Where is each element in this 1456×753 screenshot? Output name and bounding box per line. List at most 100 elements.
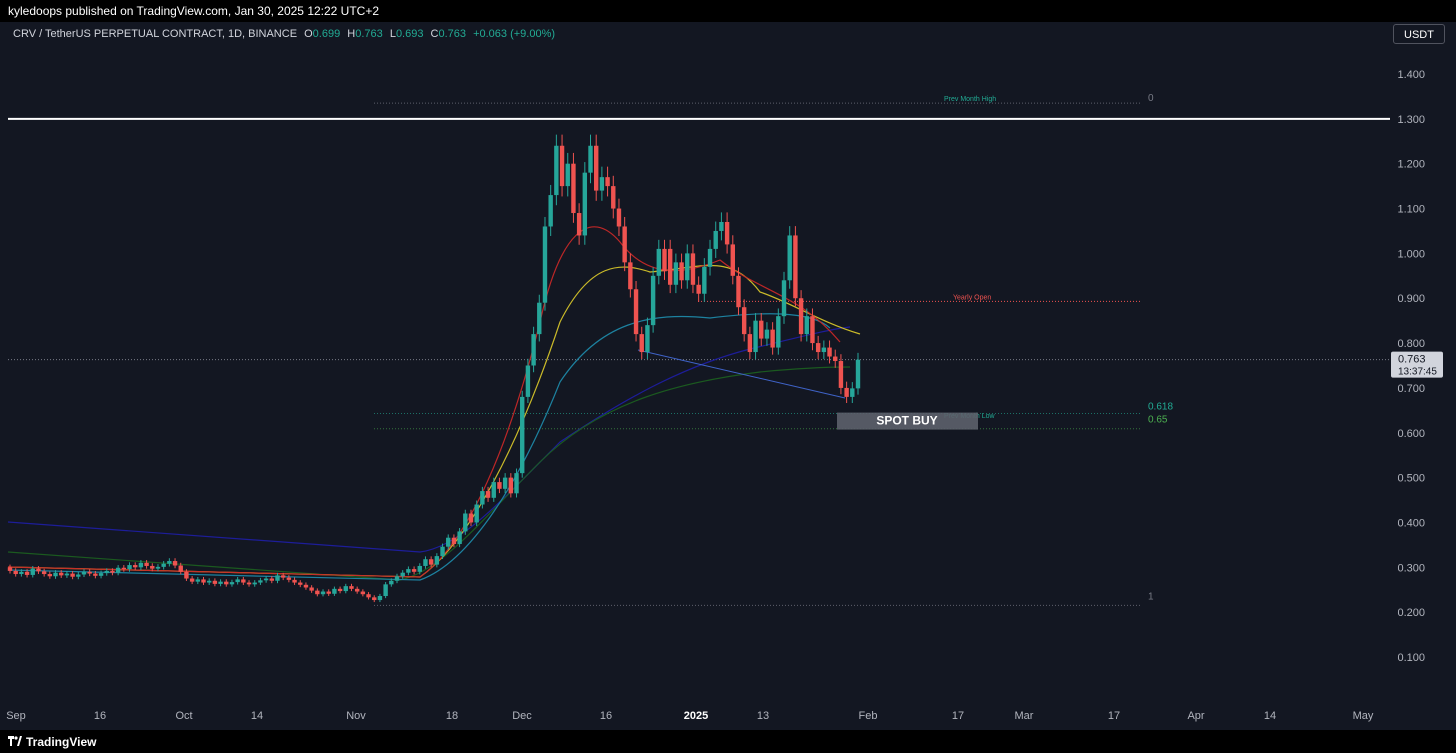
- price-tick-label: 0.400: [1397, 517, 1425, 529]
- candle-body: [628, 262, 633, 290]
- candle-body: [844, 387, 849, 397]
- candle-body: [309, 587, 314, 591]
- candle-body: [150, 565, 155, 569]
- time-tick-label: May: [1353, 710, 1374, 722]
- candle-body: [87, 571, 92, 574]
- candle-body: [497, 482, 502, 489]
- candle-body: [759, 320, 764, 339]
- spot-buy-label: SPOT BUY: [876, 414, 937, 428]
- time-tick-label: Apr: [1187, 710, 1204, 722]
- candle-body: [611, 186, 616, 209]
- candle-body: [736, 275, 741, 308]
- candle-body: [201, 579, 206, 583]
- tradingview-logo-icon: [8, 735, 22, 749]
- candle-body: [673, 262, 679, 285]
- candle-body: [599, 177, 605, 191]
- candle-body: [713, 230, 718, 249]
- candle-body: [13, 570, 18, 575]
- price-chart[interactable]: 1.400 1.300 1.200 1.100 1.000 0.900 0.800 0.700…: [0, 22, 1456, 730]
- candle-body: [423, 559, 428, 566]
- candle-body: [685, 253, 690, 281]
- price-tick-label: 1.200: [1397, 159, 1425, 171]
- candle-body: [372, 597, 377, 601]
- time-tick-label: 2025: [684, 710, 708, 722]
- candle-body: [286, 577, 292, 580]
- tradingview-brand: TradingView: [8, 735, 96, 749]
- price-tick-label: 0.700: [1397, 383, 1425, 395]
- candle-body: [525, 365, 531, 397]
- candle-body: [707, 248, 713, 267]
- candle-body: [605, 177, 610, 187]
- candle-body: [47, 574, 53, 577]
- candle-body: [411, 569, 417, 572]
- candle-body: [252, 582, 257, 585]
- fib-065-label: 0.65: [1148, 415, 1168, 426]
- chart-area[interactable]: [0, 22, 1456, 730]
- time-tick-label: 14: [1264, 710, 1276, 722]
- candle-body: [377, 596, 383, 601]
- candle-body: [19, 571, 24, 575]
- candle-body: [554, 145, 559, 196]
- candle-body: [161, 563, 166, 567]
- candle-body: [548, 195, 553, 227]
- candle-body: [246, 582, 252, 585]
- candle-body: [337, 588, 343, 592]
- currency-button[interactable]: USDT: [1393, 24, 1445, 44]
- candle-body: [559, 145, 565, 187]
- candle-body: [263, 578, 269, 581]
- candle-body: [485, 491, 491, 498]
- candle-body: [275, 575, 280, 581]
- candle-body: [741, 307, 747, 335]
- candle-body: [406, 569, 411, 573]
- symbol-name: CRV / TetherUS PERPETUAL CONTRACT, 1D, B…: [13, 28, 298, 40]
- candle-body: [354, 588, 360, 592]
- candle-body: [53, 572, 58, 577]
- candle-body: [730, 244, 735, 276]
- candle-body: [320, 591, 326, 595]
- candle-body: [679, 262, 684, 281]
- candle-body: [64, 573, 70, 576]
- candle-body: [24, 571, 30, 575]
- candle-body: [389, 580, 394, 585]
- price-tick-label: 0.200: [1397, 607, 1425, 619]
- candle-body: [144, 562, 149, 566]
- candle-body: [639, 334, 644, 353]
- candle-body: [81, 571, 87, 575]
- candle-body: [798, 298, 804, 335]
- candle-body: [838, 361, 844, 388]
- candle-body: [440, 546, 445, 557]
- price-tick-label: 1.400: [1397, 69, 1425, 81]
- candle-body: [616, 208, 622, 227]
- symbol-legend: CRV / TetherUS PERPETUAL CONTRACT, 1D, B…: [13, 28, 555, 40]
- candle-body: [537, 302, 542, 335]
- price-tick-label: 0.900: [1397, 293, 1425, 305]
- candle-body: [121, 567, 127, 570]
- candle-body: [110, 570, 115, 573]
- time-tick-label: 17: [1108, 710, 1120, 722]
- yearly-open-label: Yearly Open: [953, 294, 991, 301]
- candle-body: [36, 568, 41, 572]
- time-tick-label: Nov: [346, 710, 366, 722]
- candle-body: [241, 579, 246, 583]
- candle-body: [172, 561, 178, 566]
- time-tick-label: 17: [952, 710, 964, 722]
- time-tick-label: 18: [446, 710, 458, 722]
- candle-body: [821, 347, 827, 353]
- candle-body: [189, 578, 195, 582]
- publisher-text: kyledoops published on TradingView.com, …: [8, 4, 380, 18]
- candle-body: [594, 145, 599, 191]
- candle-body: [542, 226, 548, 303]
- candle-body: [656, 248, 662, 276]
- close-label: C: [430, 28, 439, 40]
- time-tick-label: Dec: [512, 710, 532, 722]
- candle-body: [30, 568, 35, 575]
- candle-body: [719, 221, 724, 231]
- fib-0-label: 0: [1148, 93, 1154, 104]
- candle-body: [428, 559, 434, 565]
- candle-body: [269, 578, 274, 581]
- candle-body: [76, 574, 81, 577]
- candle-body: [508, 477, 514, 494]
- candle-body: [810, 316, 815, 344]
- candle-body: [332, 588, 337, 594]
- candle-body: [776, 316, 781, 348]
